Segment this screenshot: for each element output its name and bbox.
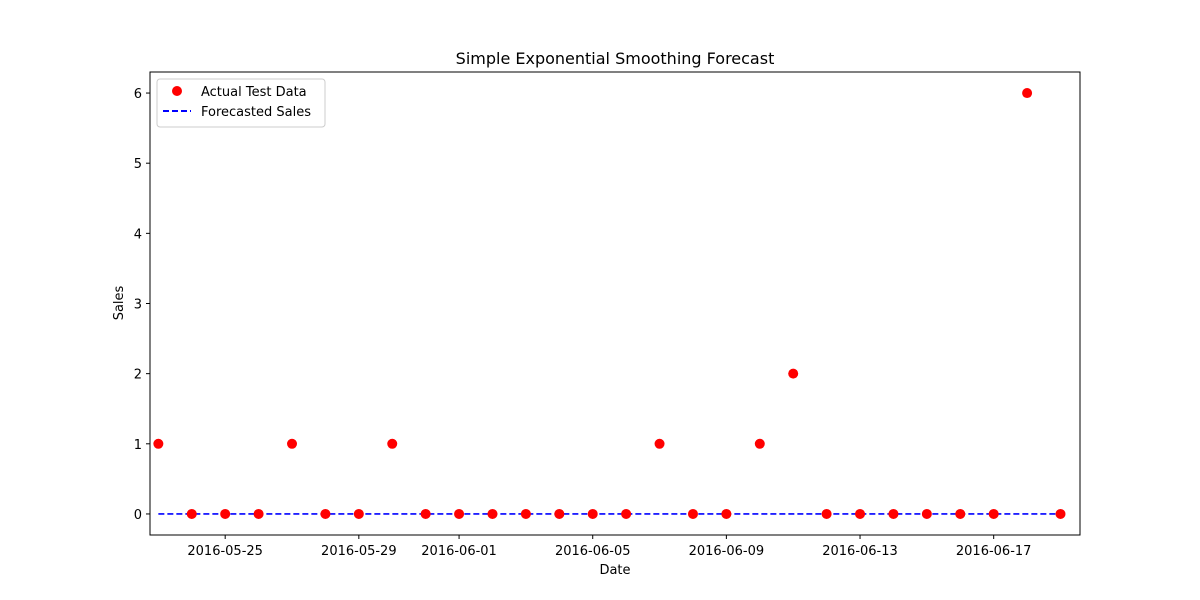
x-tick-label: 2016-05-29: [321, 544, 397, 559]
data-point-actual: [1022, 88, 1033, 99]
plot-area: [149, 71, 1081, 536]
x-tick-label: 2016-06-09: [689, 544, 765, 559]
y-tick-label: 5: [134, 157, 142, 172]
data-point-actual: [186, 508, 197, 519]
data-point-actual: [821, 508, 832, 519]
legend-label-forecast: Forecasted Sales: [201, 105, 311, 120]
y-tick-label: 0: [134, 508, 142, 523]
plot-frame: [149, 71, 1081, 536]
data-point-actual: [454, 508, 465, 519]
chart-title: Simple Exponential Smoothing Forecast: [456, 49, 775, 68]
y-tick-label: 3: [134, 298, 142, 313]
x-tick-label: 2016-05-25: [187, 544, 263, 559]
legend-label-actual: Actual Test Data: [201, 85, 307, 100]
data-point-actual: [921, 508, 932, 519]
data-point-actual: [888, 508, 899, 519]
legend-marker-actual: [172, 86, 182, 96]
x-axis: 2016-05-25 2016-05-29 2016-06-01 2016-06-05…: [187, 535, 1031, 559]
data-point-actual: [1055, 508, 1066, 519]
legend-box: [156, 78, 326, 128]
x-tick-label: 2016-06-17: [956, 544, 1032, 559]
data-point-actual: [788, 368, 799, 379]
data-point-actual: [353, 508, 364, 519]
data-point-actual: [721, 508, 732, 519]
data-point-actual: [520, 508, 531, 519]
data-point-actual: [420, 508, 431, 519]
data-point-actual: [220, 508, 231, 519]
legend: Actual Test Data Forecasted Sales: [156, 78, 326, 128]
y-axis: 0 1 2 3 4 5 6: [134, 87, 150, 523]
data-point-actual: [955, 508, 966, 519]
y-tick-label: 2: [134, 368, 142, 383]
data-point-actual: [621, 508, 632, 519]
data-point-actual: [387, 438, 398, 449]
data-point-actual: [554, 508, 565, 519]
y-tick-label: 6: [134, 87, 142, 102]
data-point-actual: [855, 508, 866, 519]
y-tick-label: 4: [134, 227, 142, 242]
y-axis-label: Sales: [112, 285, 127, 320]
data-point-actual: [287, 438, 298, 449]
data-point-actual: [320, 508, 331, 519]
x-tick-label: 2016-06-13: [822, 544, 898, 559]
x-tick-label: 2016-06-01: [421, 544, 497, 559]
data-point-actual: [587, 508, 598, 519]
y-tick-label: 1: [134, 438, 142, 453]
data-point-actual: [988, 508, 999, 519]
data-point-actual: [687, 508, 698, 519]
data-point-actual: [487, 508, 498, 519]
x-tick-label: 2016-06-05: [555, 544, 631, 559]
data-point-actual: [253, 508, 264, 519]
data-point-actual: [754, 438, 765, 449]
data-point-actual: [153, 438, 164, 449]
data-point-actual: [654, 438, 665, 449]
x-axis-label: Date: [599, 563, 630, 578]
